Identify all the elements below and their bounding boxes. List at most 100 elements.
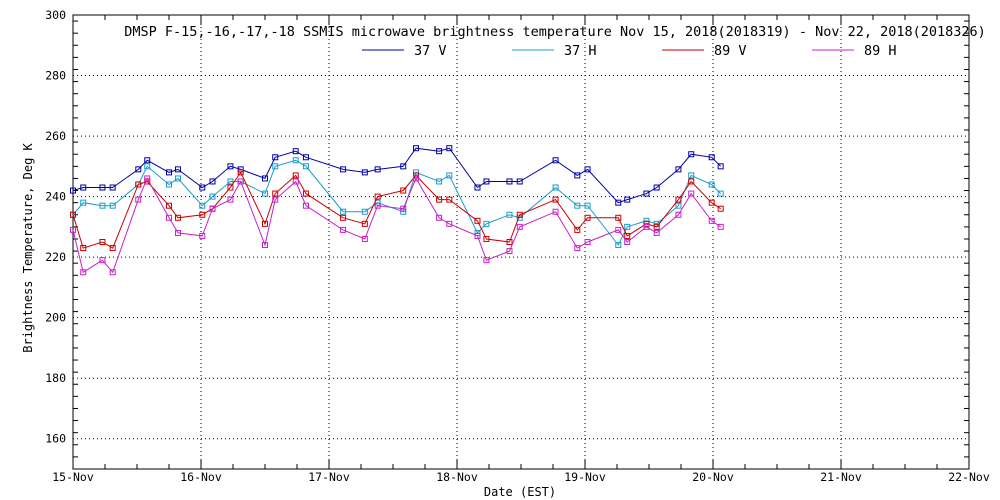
data-point-89-v — [506, 239, 513, 245]
data-point-89-v — [292, 172, 299, 179]
data-point-37-v — [717, 163, 724, 170]
data-point-37-h — [99, 202, 106, 209]
data-point-89-h — [516, 223, 523, 230]
x-tick-label: 19-Nov — [564, 470, 606, 484]
data-point-37-v — [643, 190, 650, 197]
data-point-37-h — [209, 193, 216, 200]
data-point-89-v — [262, 220, 268, 227]
data-point-89-h — [643, 223, 650, 230]
data-point-37-v — [166, 169, 172, 176]
legend: 37 V 37 H 89 V 89 H — [362, 43, 897, 59]
data-point-37-h — [144, 163, 151, 170]
data-point-89-h — [413, 175, 420, 182]
data-point-89-h — [688, 190, 695, 197]
data-point-89-h — [374, 202, 381, 209]
data-point-89-h — [400, 205, 407, 212]
x-tick-labels: 15-Nov 16-Nov 17-Nov 18-Nov 19-Nov 20-Nov 21-N… — [52, 470, 990, 484]
data-point-37-v — [292, 148, 299, 155]
legend-label-89-v: 89 V — [714, 43, 747, 59]
data-point-37-v — [144, 157, 151, 164]
y-tick-label: 280 — [45, 69, 66, 83]
data-point-89-h — [272, 196, 279, 203]
y-tick-label: 300 — [45, 8, 66, 22]
data-point-89-h — [675, 211, 682, 218]
data-point-37-v — [135, 166, 142, 173]
data-point-89-h — [109, 269, 116, 276]
data-point-37-h — [272, 163, 279, 170]
data-point-89-h — [653, 229, 660, 236]
data-point-37-v — [302, 154, 309, 161]
data-point-37-v — [615, 199, 622, 206]
data-point-89-v — [374, 193, 381, 200]
series-group — [70, 145, 724, 276]
data-point-89-v — [70, 211, 76, 218]
data-point-37-h — [400, 208, 407, 215]
data-point-89-v — [717, 205, 724, 212]
data-point-89-v — [109, 245, 116, 252]
data-point-37-v — [400, 163, 407, 170]
data-point-37-v — [70, 187, 76, 194]
data-point-37-h — [717, 190, 724, 197]
data-point-89-v — [135, 181, 142, 188]
data-point-37-v — [109, 184, 116, 191]
data-point-37-h — [552, 184, 559, 191]
data-point-37-v — [436, 148, 443, 155]
data-point-37-v — [272, 154, 279, 161]
x-tick-label: 17-Nov — [308, 470, 350, 484]
data-point-37-v — [506, 178, 513, 185]
data-point-37-h — [436, 178, 443, 185]
data-point-37-v — [209, 178, 216, 185]
data-point-37-v — [653, 184, 660, 191]
data-point-37-h — [483, 220, 490, 227]
data-point-89-v — [227, 184, 234, 191]
x-tick-label: 18-Nov — [436, 470, 478, 484]
series-line-37-v — [72, 147, 722, 204]
data-point-37-v — [446, 145, 453, 152]
data-point-89-v — [675, 196, 682, 203]
data-point-89-v — [584, 214, 591, 221]
data-point-37-h — [109, 202, 116, 209]
x-tick-label: 21-Nov — [820, 470, 862, 484]
y-axis-label: Brightness Temperature, Deg K — [21, 142, 35, 352]
data-point-89-h — [174, 229, 181, 236]
data-point-37-v — [552, 157, 559, 164]
data-point-89-v — [237, 169, 244, 176]
data-point-37-v — [516, 178, 523, 185]
x-tick-label: 16-Nov — [180, 470, 222, 484]
x-tick-label: 20-Nov — [692, 470, 734, 484]
data-point-37-h — [675, 202, 682, 209]
data-point-89-h — [292, 178, 299, 185]
data-point-37-h — [80, 199, 87, 206]
legend-label-89-h: 89 H — [864, 43, 897, 59]
data-point-37-v — [483, 178, 490, 185]
data-point-37-v — [361, 169, 368, 176]
data-point-37-h — [199, 202, 206, 209]
data-point-89-h — [70, 226, 76, 233]
data-point-89-v — [80, 245, 87, 252]
x-tick-label: 22-Nov — [948, 470, 990, 484]
y-tick-label: 160 — [45, 432, 66, 446]
data-point-89-v — [708, 199, 715, 206]
data-point-89-v — [688, 178, 695, 185]
x-axis-label: Date (EST) — [484, 485, 556, 499]
data-point-89-v — [446, 196, 453, 203]
y-tick-label: 240 — [45, 190, 66, 204]
data-point-37-v — [80, 184, 87, 191]
data-point-89-h — [99, 257, 106, 264]
data-point-37-v — [227, 163, 234, 170]
data-point-37-v — [413, 145, 420, 152]
data-point-89-h — [483, 257, 490, 264]
data-point-89-v — [199, 211, 206, 218]
data-point-89-h — [262, 242, 268, 249]
data-point-89-h — [227, 196, 234, 203]
data-point-37-h — [708, 181, 715, 188]
data-point-89-h — [708, 217, 715, 224]
data-point-89-v — [166, 202, 172, 209]
data-point-37-h — [506, 211, 513, 218]
data-point-37-v — [675, 166, 682, 173]
data-point-89-v — [302, 190, 309, 197]
data-point-89-v — [340, 214, 347, 221]
data-point-37-h — [615, 242, 622, 249]
series-89-h — [70, 175, 724, 276]
data-point-89-h — [361, 235, 368, 242]
